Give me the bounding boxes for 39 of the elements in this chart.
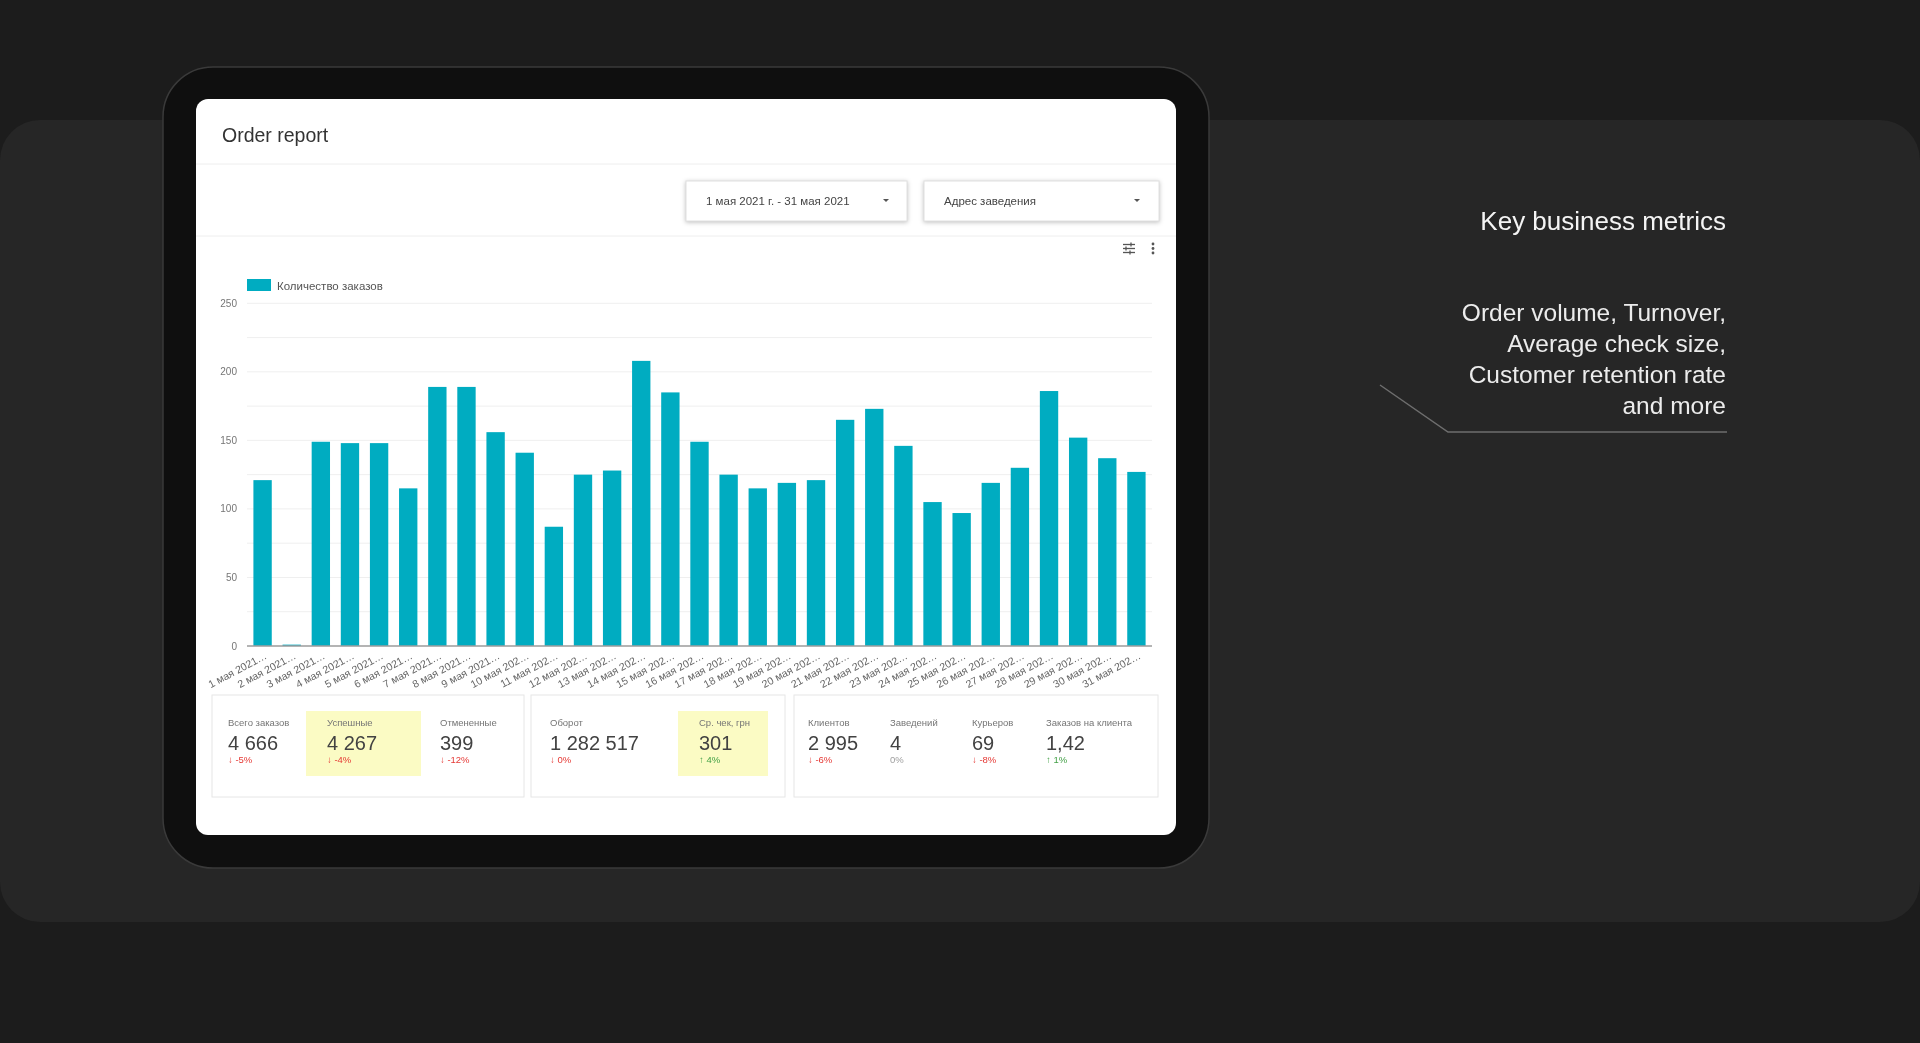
text: Отмененные xyxy=(440,717,497,728)
text: Адрес заведения xyxy=(944,195,1037,207)
text: Заказов на клиента xyxy=(1046,717,1133,728)
text: Всего заказов xyxy=(228,717,290,728)
text: ↓ -5% xyxy=(228,754,253,765)
y-tick-label: 0 xyxy=(231,640,238,652)
text: 4 666 xyxy=(228,732,279,754)
y-tick-label: 250 xyxy=(220,297,238,309)
text: ↓ -6% xyxy=(808,754,833,765)
legend-label: Количество заказов xyxy=(277,279,383,292)
y-tick-label: 100 xyxy=(220,503,238,515)
text: 1 мая 2021 г. - 31 мая 2021 xyxy=(706,195,850,207)
text: 399 xyxy=(440,732,474,754)
text: 4 267 xyxy=(327,732,378,754)
y-tick-label: 200 xyxy=(220,366,238,378)
text: Ср. чек, грн xyxy=(699,717,751,728)
chart-title: Order report xyxy=(222,124,329,146)
text: Заведений xyxy=(890,717,938,728)
text: ↓ -8% xyxy=(972,754,997,765)
y-tick-label: 150 xyxy=(220,434,238,446)
text: ↑ 1% xyxy=(1046,754,1068,765)
text: 301 xyxy=(699,732,733,754)
text: Клиентов xyxy=(808,717,850,728)
text: 69 xyxy=(972,732,995,754)
text: ↑ 4% xyxy=(699,754,721,765)
text: 1,42 xyxy=(1046,732,1085,754)
text: ↓ 0% xyxy=(550,754,572,765)
text: 1 282 517 xyxy=(550,732,639,754)
text: Key business metrics xyxy=(1480,206,1726,236)
text: 2 995 xyxy=(808,732,859,754)
y-tick-label: 50 xyxy=(225,571,238,583)
text: 0% xyxy=(890,754,905,765)
text: Оборот xyxy=(550,717,584,728)
text: Успешные xyxy=(327,717,373,728)
text: 4 xyxy=(890,732,902,754)
text: Order volume, Turnover, Average check size, Customer retention rate and more xyxy=(1460,298,1726,421)
text: Курьеров xyxy=(972,717,1014,728)
text: ↓ -12% xyxy=(440,754,471,765)
text: ↓ -4% xyxy=(327,754,352,765)
